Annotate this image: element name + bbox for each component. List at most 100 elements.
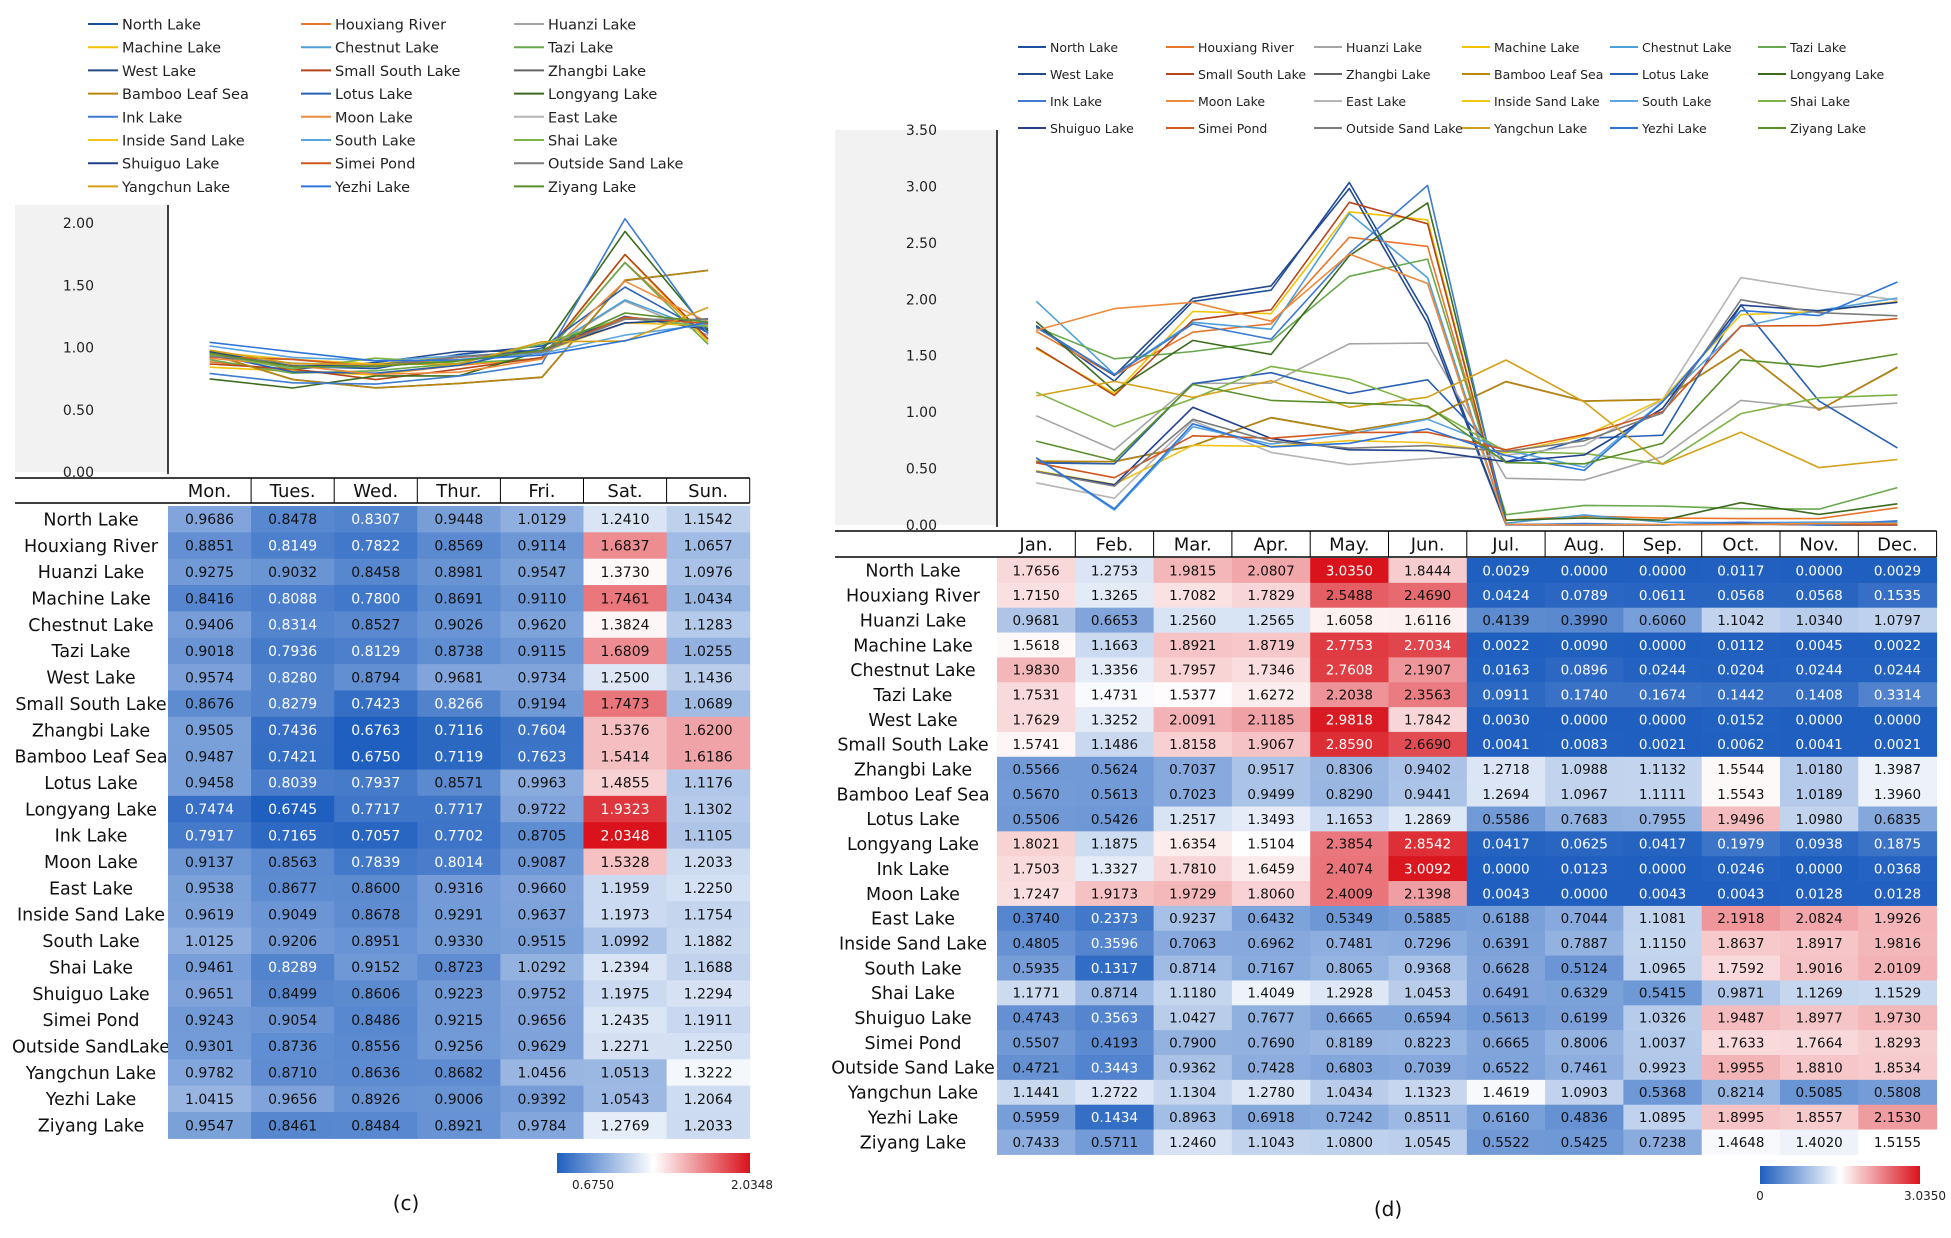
heatmap-cell [666,1085,751,1113]
row-label: Huanzi Lake [860,611,966,631]
cell-value: 0.8266 [434,697,483,713]
cell-value: 1.1882 [684,934,733,950]
heatmap-cell [1388,1104,1468,1131]
row-label: Machine Lake [31,590,151,610]
cell-value: 0.5522 [1482,1135,1529,1151]
cell-value: 0.9782 [185,1066,234,1082]
cell-value: 0.8314 [268,618,317,634]
cell-value: 1.9323 [601,802,650,818]
heatmap-cell [1858,881,1938,907]
cell-value: 0.0090 [1561,638,1608,654]
cell-value: 0.0789 [1561,588,1608,604]
heatmap-cell [1231,731,1311,758]
heatmap-cell [1466,558,1546,584]
heatmap-cell [1701,955,1781,981]
cell-value: 0.0417 [1639,837,1686,853]
column-label: Oct. [1722,534,1759,555]
heatmap-cell [997,1005,1076,1031]
heatmap-cell [500,822,584,850]
cell-value: 1.0988 [1561,762,1608,778]
heatmap-cell [1153,756,1233,783]
heatmap-cell [251,743,335,770]
cell-value: 0.7037 [1169,762,1216,778]
cell-value: 0.7436 [268,723,317,739]
heatmap-cell [666,558,751,586]
heatmap-cell [997,1129,1076,1155]
column-label: Sat. [607,481,642,502]
heatmap-cell [1153,930,1233,957]
cell-value: 0.0417 [1482,837,1529,853]
cell-value: 0.9237 [1169,911,1216,927]
heatmap-cell [251,1033,335,1060]
heatmap-cell [500,558,584,586]
heatmap-cell [1545,856,1624,882]
cell-value: 1.8977 [1796,1011,1843,1027]
cell-value: 1.0427 [1169,1011,1216,1027]
cell-value: 1.1975 [601,987,650,1003]
cell-value: 0.7428 [1247,1060,1294,1076]
cell-value: 0.0043 [1717,886,1764,902]
heatmap-cell [500,690,584,718]
cell-value: 0.0062 [1717,737,1764,753]
heatmap-cell [1466,1104,1546,1131]
heatmap-cell [1623,806,1703,832]
heatmap-cell [417,611,501,639]
legend-label: Lotus Lake [1642,67,1709,82]
legend-label: Huanzi Lake [1346,40,1422,55]
heatmap-cell [1466,1030,1546,1056]
legend-item: Zhangbi Lake [1314,67,1431,82]
heatmap-cell [168,822,252,850]
heatmap-cell [334,716,418,744]
cell-value: 0.8921 [434,1118,483,1134]
heatmap-cell [1466,955,1546,981]
heatmap-cell [1858,905,1938,932]
cell-value: 0.8279 [268,697,317,713]
cell-value: 0.0424 [1482,588,1529,604]
cell-value: 1.6459 [1247,861,1294,877]
legend-item: Ink Lake [88,110,182,126]
row-label: Shuiguo Lake [32,985,149,1005]
heatmap-cell [1231,582,1311,609]
cell-value: 0.3563 [1091,1011,1138,1027]
cell-value: 0.9637 [517,907,566,923]
cell-value: 0.3314 [1874,688,1921,704]
heatmap-cell [1623,881,1703,907]
heatmap-cell [1780,955,1859,981]
heatmap-cell [1231,1129,1311,1155]
heatmap-cell [1075,607,1155,634]
column-label: Jan. [1018,534,1052,555]
cell-value: 1.5104 [1247,837,1294,853]
heatmap-cell [1466,806,1546,832]
cell-value: 0.9406 [185,618,234,634]
heatmap-cell [1310,980,1389,1006]
colorbar-min-label: 0 [1756,1189,1764,1203]
heatmap-cell [997,1030,1076,1056]
legend-label: Moon Lake [335,110,413,126]
heatmap-cell [1388,781,1468,807]
cell-value: 1.1111 [1639,787,1686,803]
heatmap-cell [251,506,335,533]
legend-item: West Lake [1018,67,1114,82]
cell-value: 0.9538 [185,881,234,897]
y-tick-label: 1.00 [906,405,937,421]
heatmap-cell [666,901,751,929]
heatmap-cell [583,1033,668,1060]
cell-value: 0.8714 [1169,961,1216,977]
legend-item: Tazi Lake [1758,40,1847,55]
cell-value: 0.9461 [185,960,234,976]
cell-value: 1.1105 [684,828,733,844]
cell-value: 0.8571 [434,776,483,792]
heatmap-cell [1153,1079,1233,1106]
cell-value: 1.7247 [1013,886,1060,902]
cell-value: 0.7683 [1561,812,1608,828]
cell-value: 0.8556 [351,1039,400,1055]
cell-value: 0.0128 [1796,886,1843,902]
heatmap-cell [1388,980,1468,1006]
cell-value: 1.9955 [1717,1060,1764,1076]
heatmap-cell [583,848,668,876]
heatmap-cell [1701,1055,1781,1081]
heatmap-cell [1231,930,1311,957]
heatmap-cell [500,637,584,665]
cell-value: 2.0348 [601,828,650,844]
heatmap-cell [1623,682,1703,708]
